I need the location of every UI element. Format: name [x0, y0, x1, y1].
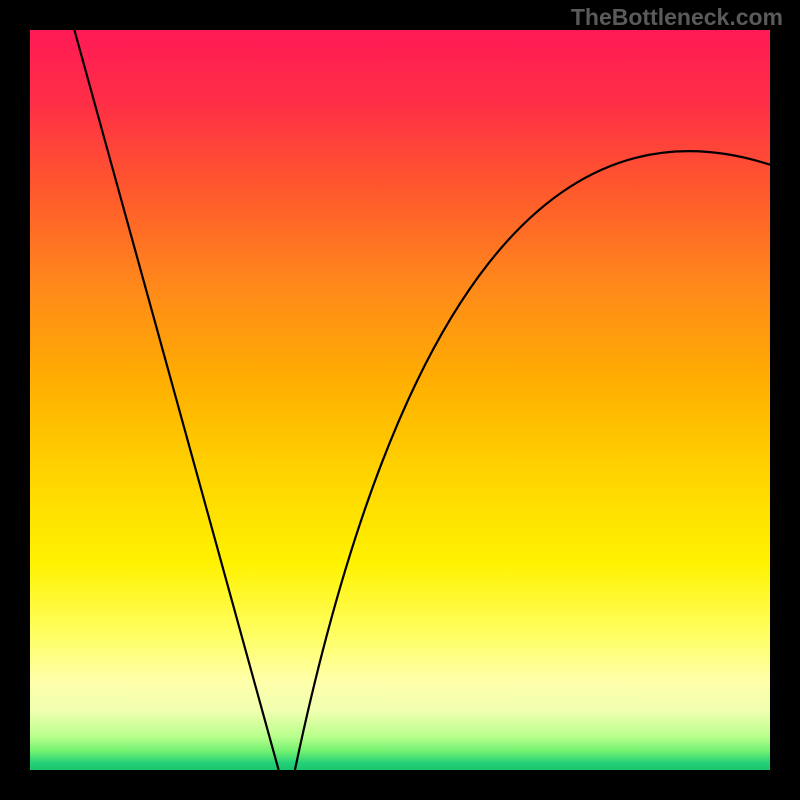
watermark-text: TheBottleneck.com [571, 4, 783, 31]
curve-svg [30, 30, 770, 770]
chart-stage: TheBottleneck.com [0, 0, 800, 800]
bottleneck-curve [74, 30, 770, 770]
plot-area [30, 30, 770, 770]
